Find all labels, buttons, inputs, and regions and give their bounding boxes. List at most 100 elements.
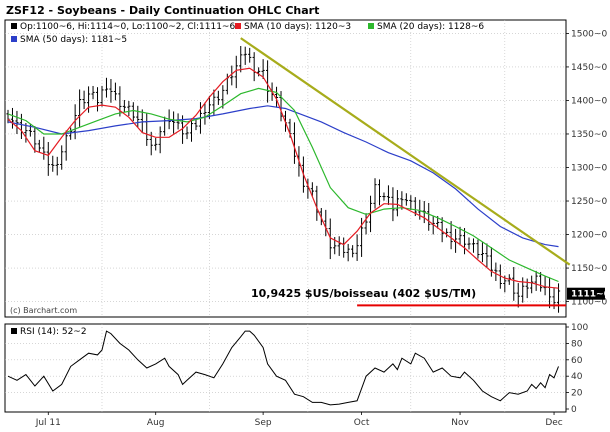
ohlc-bar <box>395 190 399 217</box>
ohlc-bar <box>131 102 135 122</box>
ohlc-bar <box>33 126 37 153</box>
ohlc-bar <box>122 99 126 113</box>
ohlc-bar <box>176 113 180 130</box>
x-axis-labels: Jul 11 Aug Sep Oct Nov Dec <box>35 412 563 428</box>
rsi-tick-label: 100 <box>571 323 588 333</box>
ohlc-bar <box>127 100 131 117</box>
ohlc-bar <box>194 119 198 131</box>
ohlc-bar <box>498 264 502 289</box>
ohlc-bar <box>556 283 561 313</box>
ohlc-bar <box>212 89 216 115</box>
legend: Op:1100~6, Hi:1114~0, Lo:1100~2, Cl:1111… <box>11 22 484 45</box>
ohlc-bar <box>386 185 391 205</box>
rsi-panel <box>4 323 567 413</box>
chart-title: ZSF12 - Soybeans - Daily Continuation OH… <box>6 4 319 17</box>
trendline <box>240 37 571 266</box>
rsi-tick-label: 80 <box>571 339 583 349</box>
ohlc-bar <box>476 239 480 259</box>
rsi-axis-ticks: 100 80 60 40 20 0 <box>566 323 588 415</box>
price-tick-label: 1250~0 <box>571 197 607 207</box>
x-tick-label: Jul 11 <box>35 418 61 428</box>
ohlc-bar <box>310 182 314 197</box>
x-tick-label: Dec <box>545 418 562 428</box>
ohlc-bar <box>230 65 234 86</box>
x-tick-label: Sep <box>255 418 272 428</box>
ohlc-bar <box>216 90 220 105</box>
ohlc-bar <box>364 213 368 235</box>
ohlc-bar <box>373 178 377 209</box>
ohlc-bar <box>494 262 498 281</box>
ohlc-bar <box>534 270 538 291</box>
rsi-grid <box>5 343 566 393</box>
ohlc-bar <box>355 234 359 261</box>
ohlc-bar <box>78 89 82 127</box>
ohlc-bar <box>42 136 46 160</box>
ohlc-bar <box>539 272 543 292</box>
ohlc-bar <box>10 107 15 129</box>
last-price-box <box>567 287 605 300</box>
ohlc-bar <box>207 96 212 119</box>
legend-ohlc: Op:1100~6, Hi:1114~0, Lo:1100~2, Cl:1111… <box>20 22 235 32</box>
ohlc-bar <box>86 86 91 113</box>
price-tick-label: 1500~0 <box>571 29 607 39</box>
ohlc-bar <box>449 221 453 250</box>
ohlc-bar <box>136 105 140 128</box>
x-tick-label: Nov <box>451 418 469 428</box>
legend-ohlc-swatch <box>11 23 17 29</box>
last-price-label: 1111~6 <box>571 290 610 300</box>
ohlc-bar <box>328 218 332 260</box>
ohlc-bar <box>261 59 265 79</box>
ohlc-bar <box>172 111 176 134</box>
ohlc-bar <box>239 46 243 73</box>
ohlc-bar <box>274 86 279 108</box>
ohlc-bar <box>404 193 408 206</box>
ohlc-bar <box>346 243 350 262</box>
legend-sma50-swatch <box>11 36 17 42</box>
price-tick-label: 1400~0 <box>571 96 607 106</box>
ohlc-bar <box>467 237 471 250</box>
sma10-line <box>7 67 559 289</box>
x-tick-label: Oct <box>354 418 370 428</box>
price-tick-label: 1200~0 <box>571 231 607 241</box>
ohlc-bar <box>351 245 355 258</box>
last-price-tag: 1111~6 <box>567 287 610 300</box>
ohlc-bar <box>248 47 252 63</box>
ohlc-bar <box>158 126 162 154</box>
ohlc-bar <box>109 78 113 103</box>
ohlc-bar <box>91 85 95 100</box>
sma20-line <box>7 87 559 283</box>
ohlc-bar <box>458 226 462 246</box>
ohlc-bar <box>471 238 476 253</box>
ohlc-bar <box>185 126 189 140</box>
legend-sma50: SMA (50 days): 1181~5 <box>20 35 127 45</box>
ohlc-bar <box>512 266 516 301</box>
ohlc-bar <box>46 142 50 176</box>
ohlc-bar <box>104 77 109 98</box>
ohlc-bar <box>377 179 382 206</box>
ohlc-bar <box>265 60 270 103</box>
ohlc-bar <box>480 242 485 263</box>
ohlc-bar <box>189 118 194 142</box>
rsi-line <box>7 330 559 406</box>
ohlc-bar <box>69 127 73 140</box>
price-tick-label: 1100~0 <box>571 298 607 308</box>
ohlc-bar <box>73 104 77 140</box>
ohlc-bar <box>440 217 444 243</box>
ohlc-bar <box>64 130 68 161</box>
ohlc-bar <box>154 137 158 151</box>
ohlc-bar <box>382 192 386 201</box>
ohlc-bar <box>409 195 413 210</box>
ohlc-bar <box>485 243 489 268</box>
ohlc-bar <box>118 86 122 117</box>
copyright: (c) Barchart.com <box>10 306 77 315</box>
x-tick-label: Aug <box>147 418 165 428</box>
legend-sma20: SMA (20 days): 1128~6 <box>377 22 484 32</box>
ohlc-bar <box>100 85 104 107</box>
ohlc-bar <box>37 139 41 153</box>
ohlc-bar <box>292 122 297 164</box>
ohlc-bar <box>516 283 520 308</box>
rsi-legend-swatch <box>11 328 17 334</box>
ohlc-bar <box>234 55 238 89</box>
ohlc-bar <box>203 102 207 125</box>
ohlc-bar <box>221 85 225 109</box>
